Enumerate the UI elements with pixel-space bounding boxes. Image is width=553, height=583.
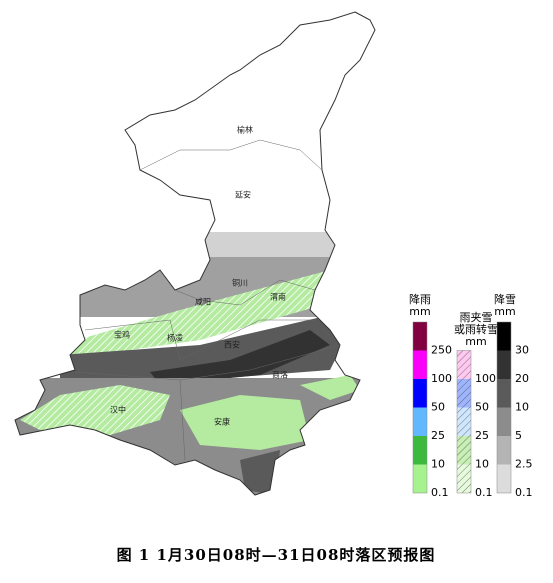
legend-swatch [497, 379, 511, 408]
legend-hatch [457, 379, 471, 408]
legend-label: 0.1 [431, 486, 449, 499]
city-label: 渭南 [270, 292, 286, 302]
legend-label: 5 [515, 429, 522, 442]
city-label: 商洛 [272, 370, 288, 380]
legend-swatch [413, 322, 427, 351]
legend-hatch [457, 407, 471, 436]
legend-hatch [457, 436, 471, 465]
legend-title: mm [494, 305, 515, 318]
map-fill [15, 232, 375, 495]
legend-frame [412, 321, 428, 494]
legend-hatch [457, 464, 471, 493]
legend-title: 或雨转雪 [454, 322, 498, 336]
legend-label: 250 [431, 344, 452, 357]
legend-swatch [413, 464, 427, 493]
city-label: 延安 [235, 190, 251, 200]
legend-title: mm [409, 305, 430, 318]
legend-label: 25 [431, 429, 445, 442]
legend-swatch [497, 322, 511, 351]
legend-title: 雨夹雪 [460, 311, 493, 324]
legend-frame [456, 350, 472, 494]
legend-swatch [497, 464, 511, 493]
city-label: 汉中 [110, 405, 126, 415]
legend-label: 0.1 [515, 486, 533, 499]
legend-label: 25 [475, 429, 489, 442]
legend-title: 降雪 [494, 292, 516, 306]
legend-label: 2.5 [515, 458, 533, 471]
legend-label: 100 [475, 372, 496, 385]
city-label: 安康 [214, 417, 230, 427]
legend-label: 100 [431, 372, 452, 385]
legend-swatch [497, 436, 511, 465]
legend-frame [496, 321, 512, 494]
legend-label: 30 [515, 344, 529, 357]
legend-label: 50 [475, 401, 489, 414]
legend-swatch [413, 379, 427, 408]
legend-hatch [457, 350, 471, 379]
legend-swatch [497, 350, 511, 379]
legend-swatch [497, 407, 511, 436]
legend-label: 10 [515, 401, 529, 414]
legend-title: mm [465, 335, 486, 348]
legend-label: 10 [431, 458, 445, 471]
legend-swatch [413, 350, 427, 379]
city-label: 西安 [224, 340, 240, 350]
legend-label: 0.1 [475, 486, 493, 499]
legend-label: 10 [475, 458, 489, 471]
legend-swatch [413, 436, 427, 465]
city-label: 榆林 [237, 125, 253, 135]
legend-swatch [413, 407, 427, 436]
city-label: 咸阳 [195, 297, 211, 307]
legend-title: 降雨 [409, 292, 431, 306]
city-label: 宝鸡 [114, 330, 130, 340]
city-borders [74, 139, 341, 461]
city-label: 杨凌 [167, 333, 183, 343]
legend-label: 50 [431, 401, 445, 414]
city-label: 铜川 [232, 278, 248, 288]
legend-label: 20 [515, 372, 529, 385]
caption: 图 1 1月30日08时—31日08时落区预报图 [117, 546, 436, 564]
